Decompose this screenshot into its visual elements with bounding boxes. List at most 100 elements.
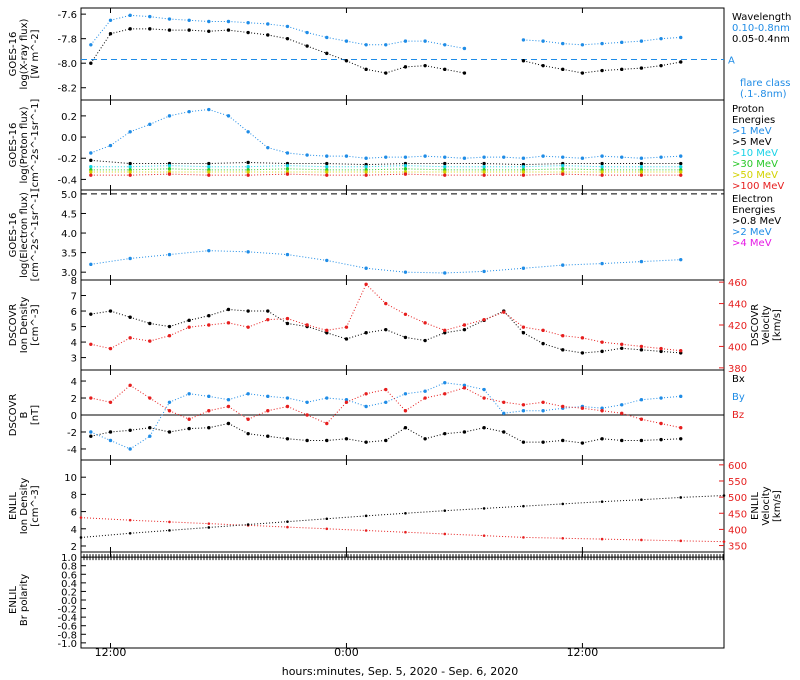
data-trace [582,350,603,354]
data-trace [660,423,681,429]
data-trace [346,155,367,159]
data-point [305,438,309,443]
y-tick-label: 3.5 [61,249,77,260]
series-dscovr_plasma-1 [89,282,683,353]
y-axis-label: [cm^-2s^-1sr^-1] [30,189,41,282]
data-trace [130,168,170,171]
data-point [620,67,624,72]
data-trace [208,524,249,528]
y-tick-label: 3 [71,354,77,365]
data-trace [661,438,681,441]
data-trace [641,65,662,69]
data-trace [621,412,642,420]
data-trace [523,326,544,331]
data-point [403,312,408,316]
data-point [226,19,231,24]
data-trace [110,337,131,350]
y-tick-label: -0.2 [57,154,77,165]
data-trace [523,39,544,42]
data-point [403,392,408,396]
data-trace [562,168,603,171]
data-trace [444,431,465,435]
legend-entry: >50 MeV [732,170,778,181]
data-trace [149,28,170,31]
data-trace [326,259,367,269]
y-axis-label: log(Proton flux) [19,106,30,183]
data-point [443,431,447,436]
data-point [403,426,408,430]
data-trace [365,283,387,304]
data-point [443,67,447,72]
data-trace [543,40,563,45]
data-trace [326,52,347,62]
data-trace [326,326,347,331]
data-trace [287,254,327,261]
data-trace [287,518,327,523]
data-trace [425,65,445,70]
data-point [722,494,726,497]
data-trace [483,397,504,403]
data-trace [208,406,229,412]
data-point [226,421,231,426]
data-point [522,504,525,508]
data-trace [464,156,485,159]
right-tick-label: 400 [728,342,747,353]
data-trace [641,349,662,352]
data-point [679,437,683,441]
data-point [482,161,486,166]
y-axis-label: Ion Density [19,478,30,535]
data-trace [248,173,288,176]
data-point [443,271,447,275]
panel-frame [80,189,725,281]
data-trace [484,535,524,538]
data-point [541,328,545,333]
data-trace [110,14,131,21]
data-point [266,145,270,150]
data-trace [405,155,426,158]
data-point [600,437,604,441]
data-trace [90,397,111,403]
data-point [600,340,604,344]
y-tick-label: 5 [71,323,77,334]
data-trace [267,395,288,399]
series-dscovr_mag-0 [89,421,683,445]
y-tick-label: -7.6 [57,10,77,21]
data-trace [326,438,347,441]
data-trace [169,18,190,21]
data-trace [602,404,622,409]
data-point [403,155,408,159]
data-trace [366,165,406,168]
data-point [285,321,290,326]
data-point [403,65,408,69]
series-dscovr_mag-2 [89,383,683,430]
data-trace [307,154,327,157]
data-trace [641,397,662,401]
data-point [344,154,349,158]
data-point [659,349,663,354]
data-point [620,346,624,350]
legend-entry: 0.05-0.4nm [732,34,790,45]
data-trace [228,29,249,34]
data-trace [602,341,622,345]
data-trace [90,33,111,64]
y-tick-label: -2 [67,428,77,439]
data-point [679,426,683,430]
data-trace [641,259,681,263]
y-tick-label: 3.0 [61,268,77,279]
data-point [285,437,290,441]
data-trace [543,439,563,443]
data-trace [267,147,288,154]
data-point [285,316,290,321]
data-point [384,71,388,75]
data-trace [169,250,209,256]
data-point [443,381,447,385]
right-axis-label: ENLIL [750,492,761,520]
data-point [344,39,349,43]
data-point [384,438,388,443]
series-enlil_polarity-0 [80,554,724,561]
data-point [384,301,388,306]
data-trace [582,407,603,412]
y-tick-label: 2 [71,542,77,553]
data-trace [189,19,209,22]
data-point [403,163,408,168]
